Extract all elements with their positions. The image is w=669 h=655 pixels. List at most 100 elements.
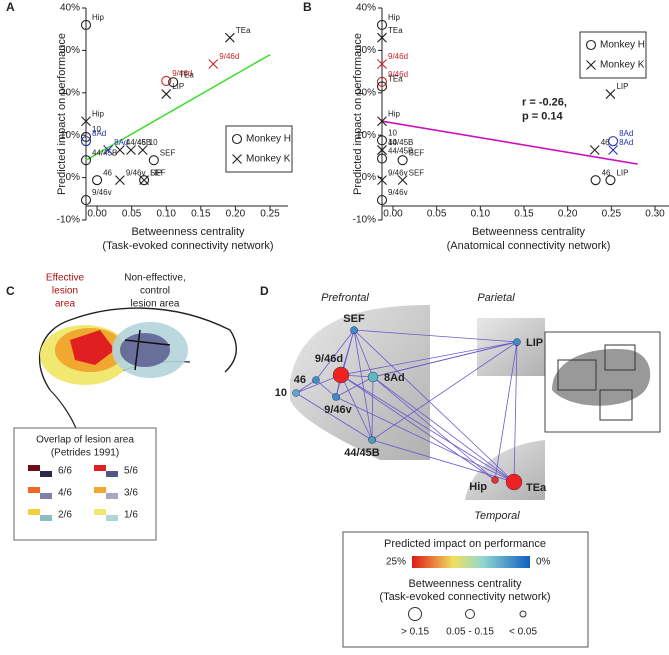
label: lesion area bbox=[131, 299, 180, 310]
point bbox=[397, 155, 408, 166]
edge bbox=[372, 341, 518, 378]
point-label: 8Ad bbox=[619, 129, 633, 138]
point bbox=[605, 89, 616, 99]
edge bbox=[494, 341, 519, 481]
y-tick-label: 30% bbox=[356, 45, 376, 56]
colorbar-label: 25% bbox=[386, 557, 406, 568]
point-label: 9/46v bbox=[388, 188, 408, 197]
lesion-area bbox=[70, 330, 115, 365]
edge bbox=[340, 374, 515, 483]
x-tick-label: 0.15 bbox=[191, 209, 211, 220]
legend-label: Monkey K bbox=[600, 60, 645, 71]
point bbox=[137, 145, 148, 155]
node bbox=[513, 338, 521, 346]
size-key bbox=[519, 610, 527, 618]
node-label: 9/46v bbox=[324, 404, 352, 416]
legend-label: 4/6 bbox=[58, 488, 72, 499]
node-label: 9/46d bbox=[315, 353, 343, 365]
node bbox=[491, 476, 499, 484]
point bbox=[92, 175, 103, 186]
point bbox=[80, 19, 92, 31]
point bbox=[376, 153, 388, 164]
x-tick-label: 0.20 bbox=[558, 209, 578, 220]
edge bbox=[513, 341, 519, 483]
point-label: 9/46d bbox=[219, 52, 239, 61]
point bbox=[377, 59, 387, 69]
legend-label: Monkey K bbox=[246, 154, 291, 165]
point bbox=[148, 155, 159, 166]
region-label: Temporal bbox=[474, 510, 520, 522]
size-label: 0.05 - 0.15 bbox=[446, 627, 494, 638]
panel-label: A bbox=[6, 0, 15, 14]
point-label: 44/45B bbox=[388, 138, 413, 147]
legend-title: Predicted impact on performance bbox=[384, 538, 546, 550]
legend-label: 3/6 bbox=[124, 488, 138, 499]
y-axis-label: Predicted impact on performance bbox=[56, 33, 68, 195]
y-tick-label: 20% bbox=[60, 87, 80, 98]
point bbox=[161, 89, 172, 99]
legend-label: Monkey H bbox=[246, 134, 291, 145]
point bbox=[377, 175, 387, 186]
point bbox=[377, 116, 387, 127]
node bbox=[312, 376, 320, 384]
point-label: Hip bbox=[92, 109, 105, 118]
node bbox=[368, 436, 376, 444]
legend-swatch bbox=[106, 515, 118, 521]
point-label: 9/46d bbox=[388, 70, 408, 79]
point-label: LIP bbox=[150, 168, 162, 177]
legend-swatch bbox=[28, 509, 40, 515]
node bbox=[350, 326, 358, 334]
legend-swatch bbox=[40, 493, 52, 499]
point-label: 46 bbox=[103, 168, 112, 177]
legend-title: Betweenness centrality bbox=[408, 578, 522, 590]
legend-swatch bbox=[94, 487, 106, 493]
point bbox=[377, 145, 387, 155]
colorbar bbox=[412, 556, 530, 568]
node bbox=[292, 389, 300, 397]
node-label: TEa bbox=[526, 482, 547, 494]
y-tick-label: 10% bbox=[60, 130, 80, 141]
point bbox=[161, 75, 172, 86]
point-label: SEF bbox=[150, 168, 166, 177]
node-label: Hip bbox=[469, 481, 487, 493]
point-label: 10 bbox=[388, 138, 397, 147]
size-label: > 0.15 bbox=[401, 627, 430, 638]
size-label: < 0.05 bbox=[509, 627, 538, 638]
point-label: SEF bbox=[409, 148, 425, 157]
edge bbox=[371, 341, 518, 441]
point-label: 44/45B bbox=[388, 147, 413, 156]
point-label: TEa bbox=[236, 26, 251, 35]
point-label: 9/46v bbox=[388, 168, 408, 177]
node bbox=[367, 371, 379, 383]
edge bbox=[340, 374, 496, 481]
node bbox=[332, 393, 340, 401]
point-label: LIP bbox=[616, 168, 628, 177]
point-label: 8Ad bbox=[114, 138, 128, 147]
node-label: 44/45B bbox=[344, 447, 380, 459]
point bbox=[585, 39, 597, 51]
sulcus bbox=[124, 329, 171, 371]
region-label: Prefrontal bbox=[321, 292, 369, 304]
x-tick-label: 0.00 bbox=[383, 209, 403, 220]
region-box bbox=[599, 389, 633, 421]
legend-swatch bbox=[94, 465, 106, 471]
annotation: p = 0.14 bbox=[522, 111, 564, 123]
node-label: 46 bbox=[294, 374, 306, 386]
node bbox=[332, 366, 350, 384]
y-tick-label: 0% bbox=[362, 172, 377, 183]
point bbox=[376, 19, 388, 31]
edge bbox=[335, 396, 515, 483]
edge bbox=[335, 376, 374, 398]
y-tick-label: 40% bbox=[356, 3, 376, 14]
legend-title: (Petrides 1991) bbox=[51, 448, 119, 459]
legend-label: 6/6 bbox=[58, 466, 72, 477]
region-label: Parietal bbox=[477, 292, 515, 304]
point bbox=[139, 175, 150, 186]
legend-title: (Task-evoked connectivity network) bbox=[379, 591, 550, 603]
panel-d: D Prefrontal Parietal Temporal SEF 9/46d 4… bbox=[260, 284, 661, 648]
point-label: 46 bbox=[602, 168, 611, 177]
y-tick-label: 10% bbox=[356, 130, 376, 141]
point-label: LIP bbox=[616, 82, 628, 91]
edge bbox=[340, 341, 518, 377]
